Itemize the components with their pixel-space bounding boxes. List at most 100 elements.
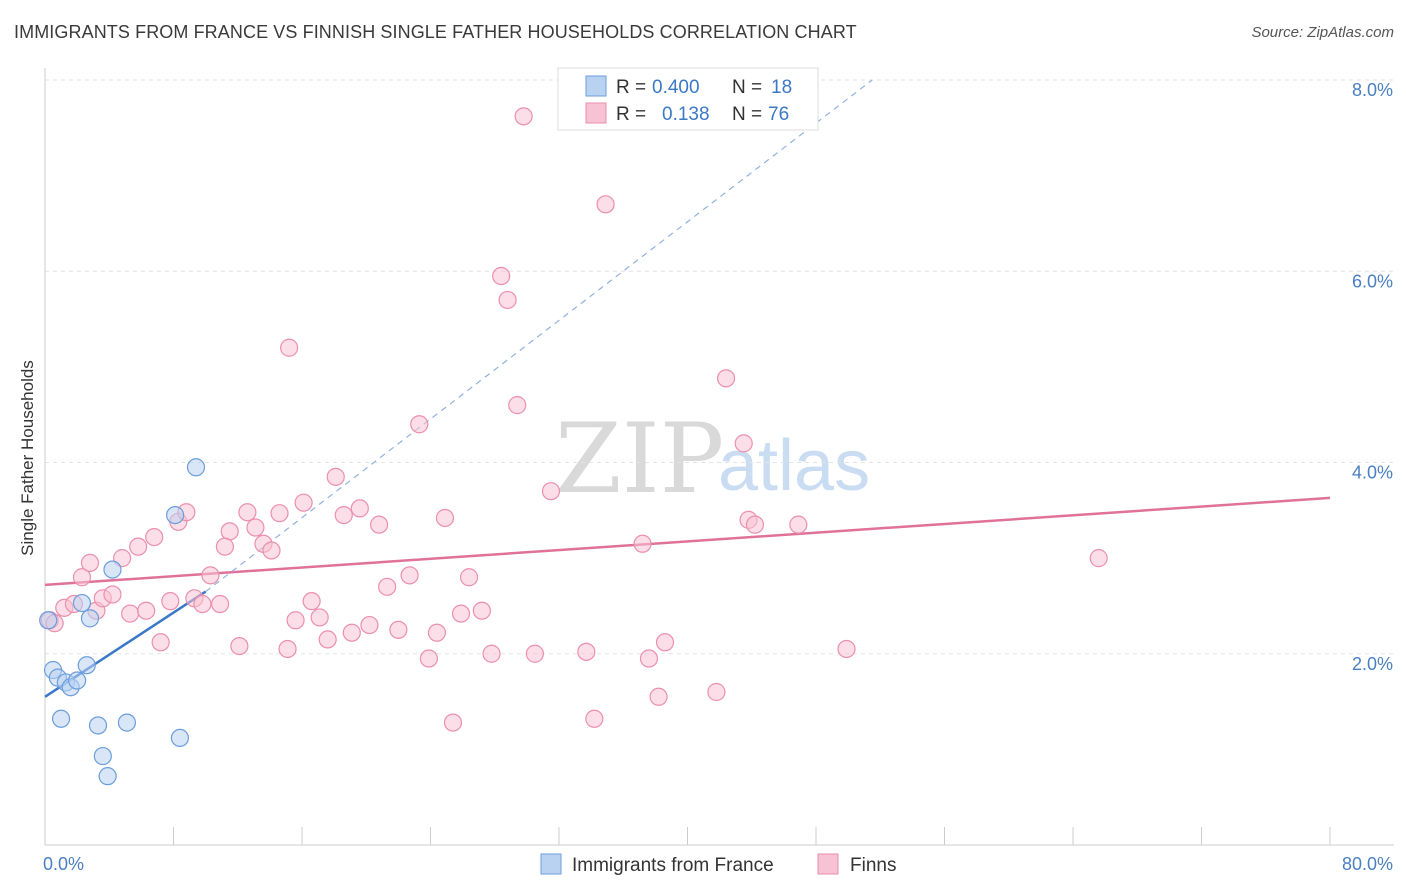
point-france (117, 713, 137, 732)
y-tick-label: 8.0% (1352, 80, 1393, 100)
point-finns (370, 515, 389, 534)
point-finns (482, 644, 501, 663)
point-finns (419, 649, 438, 668)
point-france (93, 746, 112, 766)
axes (44, 68, 1394, 846)
point-france (88, 716, 108, 735)
point-france (166, 505, 185, 525)
point-finns (498, 290, 517, 310)
point-finns (472, 601, 491, 620)
point-finns (326, 467, 345, 486)
point-finns (103, 585, 122, 604)
point-finns (633, 534, 652, 553)
point-finns (137, 601, 156, 620)
bottom-legend-label-finns: Finns (850, 855, 896, 876)
legend-swatch-france (585, 75, 607, 97)
point-finns (72, 568, 92, 587)
point-finns (837, 639, 856, 659)
data-points (39, 107, 1108, 786)
point-france (68, 671, 87, 690)
point-france (39, 611, 58, 630)
point-finns (193, 594, 212, 614)
point-finns (508, 396, 527, 415)
point-finns (525, 644, 545, 663)
point-finns (639, 649, 659, 668)
source-label: Source: ZipAtlas.com (1251, 24, 1394, 41)
point-finns (655, 633, 675, 652)
trend-line-france-extension (205, 79, 873, 593)
y-tick-label: 6.0% (1352, 271, 1393, 291)
legend-n-value-finns: 76 (768, 104, 789, 125)
point-france (72, 593, 92, 613)
point-finns (238, 503, 257, 522)
point-finns (151, 633, 170, 652)
legend-r-value-finns: 0.138 (662, 104, 710, 125)
point-finns (734, 434, 753, 453)
legend-swatch-finns (585, 102, 607, 124)
point-france (98, 767, 117, 786)
point-finns (585, 709, 604, 728)
point-finns (410, 415, 429, 434)
point-finns (716, 369, 736, 388)
point-finns (342, 623, 361, 642)
point-finns (378, 577, 397, 596)
point-finns (459, 568, 479, 587)
trend-line-finns (44, 496, 1331, 587)
legend-n-label-finns: N = (732, 104, 762, 125)
point-france (170, 728, 190, 748)
bottom-legend-swatch-finns (817, 853, 839, 875)
point-finns (262, 541, 281, 560)
point-finns (427, 623, 447, 642)
point-finns (215, 537, 234, 556)
point-finns (201, 566, 220, 585)
legend: R = 0.400 N = 18 R = 0.138 N = 76 (557, 67, 819, 131)
point-finns (789, 515, 808, 534)
point-finns (334, 505, 353, 525)
y-tick-label: 4.0% (1352, 463, 1393, 483)
legend-r-value-france: 0.400 (652, 77, 700, 98)
point-finns (280, 338, 299, 357)
point-france (103, 560, 122, 579)
x-tick-label: 80.0% (1342, 854, 1393, 874)
watermark-zip: ZIP (555, 403, 724, 515)
point-finns (230, 636, 249, 656)
point-finns (492, 266, 511, 286)
point-finns (577, 642, 596, 661)
point-finns (286, 611, 305, 630)
point-france (77, 656, 96, 675)
point-finns (80, 553, 100, 573)
point-finns (451, 604, 471, 623)
bottom-legend-label-france: Immigrants from France (572, 855, 774, 876)
legend-n-value-france: 18 (771, 77, 792, 98)
point-france (186, 458, 206, 477)
point-finns (129, 537, 148, 556)
point-finns (1089, 549, 1108, 568)
point-finns (246, 518, 265, 537)
point-finns (161, 592, 180, 611)
point-finns (145, 527, 164, 547)
point-finns (210, 594, 230, 614)
point-finns (649, 687, 668, 706)
point-finns (318, 630, 337, 649)
point-finns (360, 615, 379, 635)
y-axis-label: Single Father Households (18, 360, 37, 556)
point-finns (435, 508, 455, 528)
point-finns (443, 713, 463, 732)
point-finns (745, 515, 765, 534)
point-finns (270, 504, 289, 523)
legend-r-label-france: R = (616, 77, 646, 98)
gridlines (45, 79, 1394, 655)
chart-title: IMMIGRANTS FROM FRANCE VS FINNISH SINGLE… (14, 22, 857, 42)
x-tick-label: 0.0% (43, 854, 84, 874)
bottom-legend-swatch-france (540, 853, 562, 875)
point-france (80, 609, 100, 628)
y-tick-label: 2.0% (1352, 654, 1393, 674)
point-finns (294, 493, 313, 512)
point-finns (514, 107, 533, 126)
point-france (51, 709, 71, 728)
legend-n-label-france: N = (732, 77, 762, 98)
point-finns (310, 608, 329, 627)
point-finns (389, 620, 408, 639)
point-finns (596, 195, 615, 214)
